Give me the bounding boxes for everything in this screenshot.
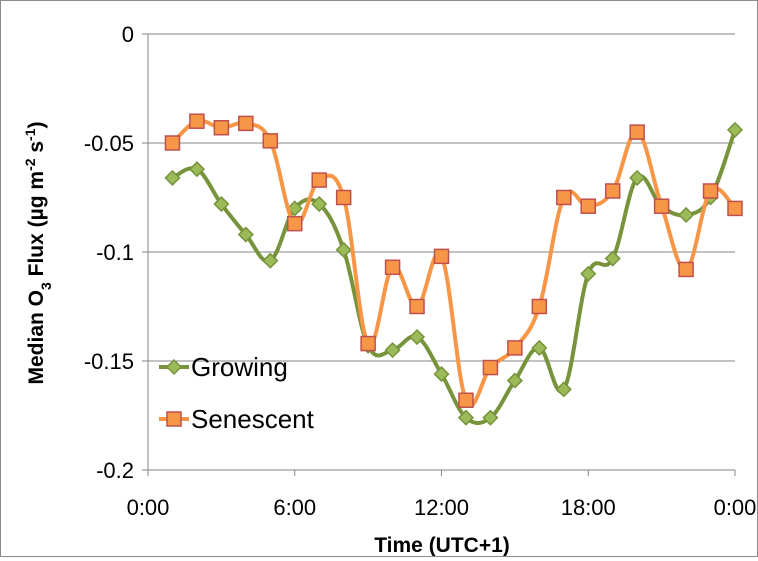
y-axis-title: Median O3 Flux (µg m-2 s-1) [22, 122, 54, 385]
x-tick-label: 12:00 [414, 495, 469, 520]
data-point-senescent [384, 259, 401, 276]
data-point-growing [482, 409, 499, 426]
y-tick-label: -0.1 [96, 240, 134, 265]
data-point-growing [678, 206, 695, 224]
data-point-senescent [604, 183, 621, 199]
data-point-senescent [702, 183, 719, 199]
axes: 0 -0.05 -0.1 -0.15 -0.2 0:00 6:00 12:00 18:00 0:0… [84, 22, 757, 520]
data-point-growing [457, 409, 475, 426]
y-axis-title-part: 3 [38, 282, 54, 290]
legend-label: Growing [191, 352, 288, 382]
x-tick-label: 6:00 [273, 495, 316, 520]
data-point-growing [726, 121, 744, 138]
data-point-senescent [653, 198, 670, 214]
data-point-senescent [531, 298, 548, 315]
legend-marker [166, 411, 182, 427]
data-point-senescent [727, 200, 743, 217]
legend-marker [165, 358, 183, 376]
legend-item-growing: Growing [159, 352, 288, 382]
y-tick-label: 0 [122, 22, 134, 47]
y-tick-label: -0.05 [84, 131, 134, 156]
data-point-growing [384, 342, 401, 359]
data-point-growing [408, 328, 426, 346]
data-point-senescent [433, 248, 450, 265]
legend-item-senescent: Senescent [159, 404, 315, 434]
y-axis-title-part: s [25, 141, 48, 159]
data-point-senescent [409, 298, 425, 315]
x-tick-label: 0:00 [127, 495, 170, 520]
data-point-senescent [580, 198, 596, 214]
series-senescent [164, 113, 743, 408]
data-point-senescent [556, 189, 572, 206]
y-axis-title-part: Flux (µg m [25, 171, 48, 282]
data-point-senescent [678, 261, 694, 278]
data-point-senescent [507, 340, 523, 356]
legend: Growing Senescent [159, 352, 315, 434]
y-tick-label: -0.2 [96, 458, 134, 483]
series-layer [164, 113, 744, 426]
x-tick-label: 18:00 [561, 495, 616, 520]
data-point-senescent [262, 133, 279, 149]
data-point-growing [629, 169, 646, 186]
data-point-senescent [458, 392, 474, 408]
x-tick-label: 0:00 [714, 495, 757, 520]
data-point-growing [555, 381, 572, 398]
data-point-growing [213, 195, 230, 213]
data-point-senescent [360, 335, 376, 352]
data-point-growing [335, 241, 352, 258]
legend-label: Senescent [191, 404, 315, 434]
data-point-senescent [189, 113, 205, 129]
y-axis-title-part: -1 [22, 128, 38, 141]
data-point-growing [433, 366, 450, 383]
data-point-growing [506, 372, 523, 389]
y-tick-label: -0.15 [84, 349, 134, 374]
data-point-growing [188, 161, 205, 178]
y-axis-title-part: -2 [22, 158, 38, 171]
data-point-senescent [213, 119, 230, 136]
data-point-senescent [238, 115, 254, 132]
data-point-senescent [287, 215, 303, 232]
data-point-growing [237, 226, 254, 243]
data-point-growing [580, 265, 597, 282]
data-point-senescent [482, 359, 499, 376]
data-point-growing [164, 169, 181, 186]
x-axis-title: Time (UTC+1) [374, 534, 510, 556]
data-point-growing [531, 339, 548, 356]
data-point-growing [311, 195, 328, 213]
data-point-growing [604, 250, 621, 267]
y-axis-title-part: ) [25, 122, 48, 129]
data-point-senescent [335, 189, 352, 206]
data-point-senescent [311, 172, 327, 188]
data-point-senescent [629, 124, 645, 140]
data-point-growing [262, 252, 279, 269]
y-axis-title-part: Median O [25, 290, 48, 385]
data-point-senescent [164, 135, 181, 151]
